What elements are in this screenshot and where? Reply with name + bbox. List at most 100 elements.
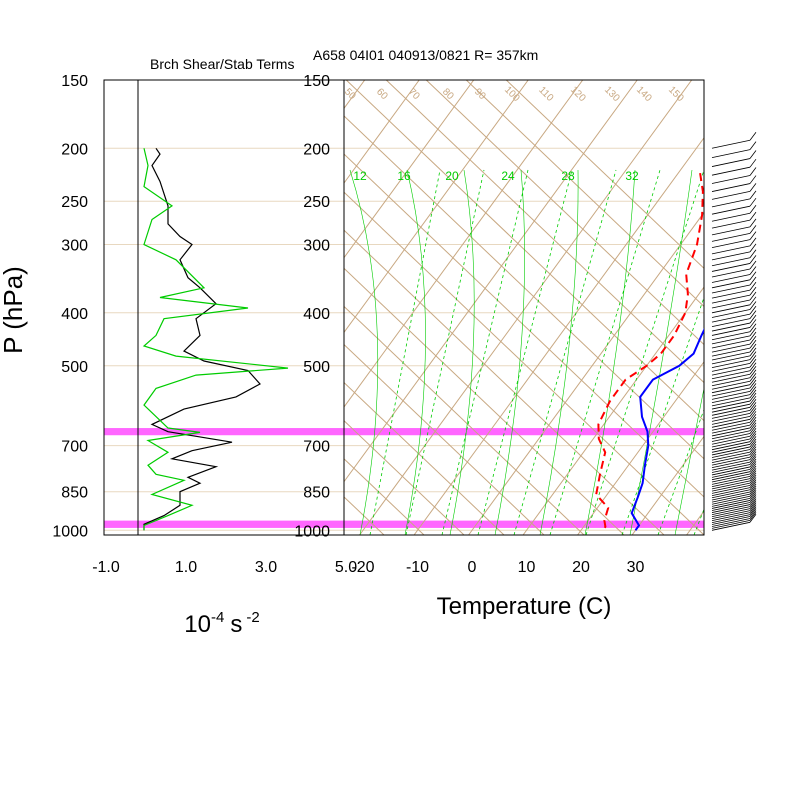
mixing-ratio-line [657,408,704,535]
dry-adiabat [344,191,704,535]
wind-barb [711,424,751,434]
wind-barb-flag [749,416,757,426]
wind-barb [711,331,751,341]
wind-barb-flag [749,448,757,458]
temp-x-tick-label: 0 [468,559,477,576]
wind-barb [711,245,751,255]
wind-barb [711,384,751,394]
wind-barb-flag [749,389,757,399]
wind-barb [711,387,751,397]
wind-barb-flag [749,510,757,519]
wind-barb [711,232,751,242]
mixing-ratio-line [513,169,617,535]
wind-barb-flag [749,428,757,437]
wind-barb [711,514,751,523]
wind-barb [711,449,751,458]
mixing-ratio-line [369,169,441,535]
isotherm [468,211,704,535]
isotherm [413,136,704,535]
wind-barb [711,363,751,372]
wind-barb [711,263,751,272]
wind-barb [711,446,751,456]
mixing-ratio-line [477,169,573,535]
wind-barb-flag [749,358,757,368]
wind-barb-flag [749,470,757,479]
wind-barb [711,322,751,332]
wind-barb-flag [749,413,757,423]
wind-barb [711,512,751,522]
wind-barb-flag [749,392,757,402]
left-x-tick-label: 5.0 [335,559,357,576]
highlight-band-0 [104,428,704,436]
wind-barb-flag [749,402,757,411]
wind-barb [711,506,751,515]
wind-barb-flag [749,323,757,332]
wind-barb [711,313,751,323]
wind-barb-flag [749,386,757,395]
wind-barb-flag [749,446,757,455]
wind-barb-flag [749,481,757,491]
isotherm [359,80,693,535]
wind-barb [711,366,751,376]
wind-barb-flag [749,310,757,319]
wind-barb-flag [749,366,757,375]
wind-barb-flag [749,422,757,431]
mixing-ratio-label: 32 [625,169,639,183]
wind-barb [711,406,751,416]
wind-barb-flag [749,369,757,379]
theta-label: 130 [602,84,622,104]
wind-barb [711,166,751,176]
moist-adiabat [404,169,426,535]
wind-barb [711,139,751,149]
wind-barb-flag [749,141,757,150]
dry-adiabat [344,381,505,535]
wind-barb-flag [749,456,757,465]
wind-barb [711,415,751,425]
wind-barb-flag [749,197,757,207]
theta-label: 80 [440,86,456,102]
pressure-label-right: 850 [303,485,330,502]
isotherm [522,286,704,535]
theta-label: 60 [374,86,390,102]
wind-barb [711,327,751,336]
wind-barb-flag [749,472,757,482]
wind-barb-flag [749,490,757,499]
wind-barb [711,435,751,445]
wind-barb-flag [749,211,757,221]
wind-barb [711,183,751,192]
mixing-ratio-line [621,296,704,535]
wind-barb [711,304,751,314]
wind-barb [711,205,751,215]
wind-barb [711,468,751,478]
left-x-tick-label: -1.0 [92,559,120,576]
wind-barb-flag [749,443,757,453]
wind-barb-flag [749,175,757,184]
dry-adiabat [344,343,545,535]
wind-barb-flag [749,266,757,275]
wind-barb-flag [749,399,757,408]
left-x-axis-label: 10-4 s -2 [184,609,259,638]
theta-label: 150 [666,84,686,104]
wind-barb [711,212,751,222]
wind-barb-flag [749,362,757,371]
wind-barb [711,299,751,309]
left-x-tick-labels: -1.0 1.0 3.0 5.0 [92,559,357,576]
dry-adiabat [344,115,704,460]
wind-barb [711,433,751,442]
dry-adiabat [385,80,704,384]
mixing-ratio-line [585,169,704,535]
mixing-ratio-label: 12 [353,169,367,183]
wind-barb [711,430,751,440]
temp-x-tick-label: -20 [351,559,374,576]
wind-barb-flag [749,483,757,493]
pressure-label-right: 700 [303,439,330,456]
wind-barb [711,294,751,304]
wind-barb-flag [749,276,757,286]
isotherm [344,80,584,408]
temp-x-tick-label: 30 [627,559,645,576]
wind-barb [711,493,751,503]
wind-barbs [711,132,757,531]
wind-barb [711,343,751,353]
wind-barb-flag [749,508,757,517]
wind-barb [711,497,751,507]
